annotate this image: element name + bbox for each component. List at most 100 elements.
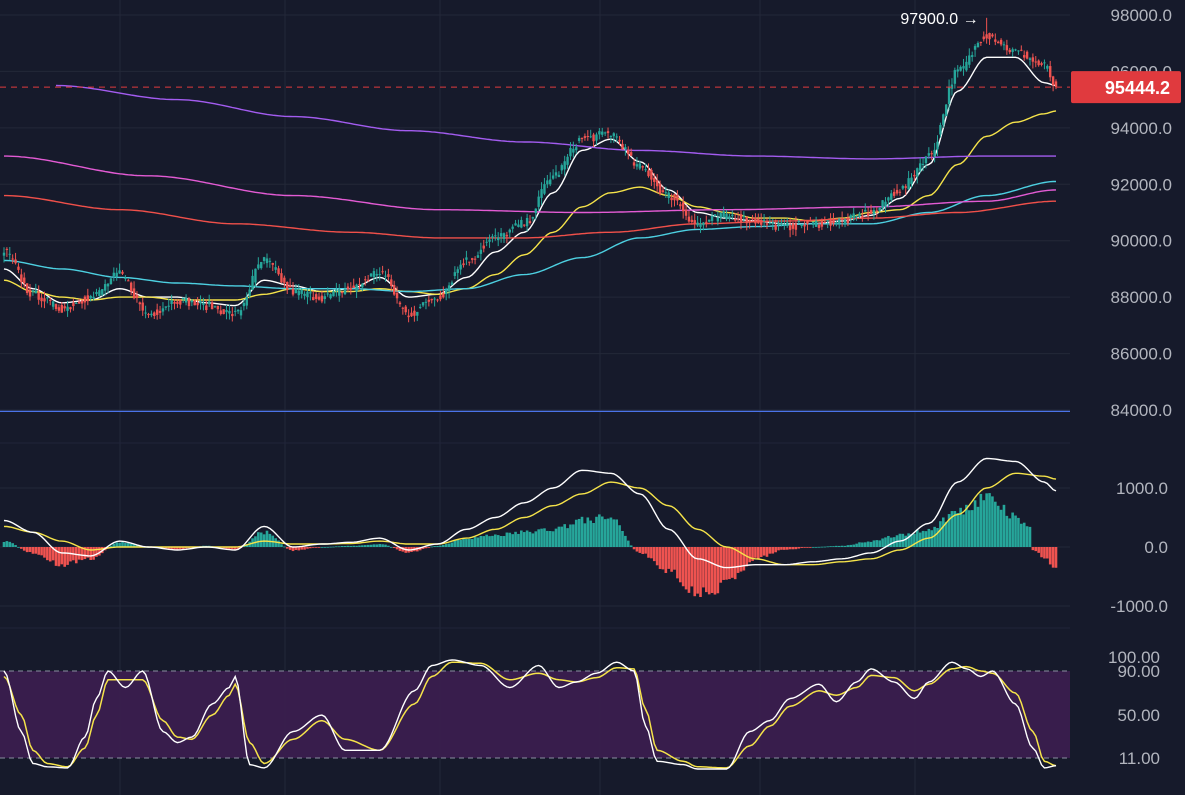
macd-histogram-bar bbox=[840, 545, 844, 547]
candle-body bbox=[641, 166, 644, 168]
candle-body bbox=[132, 288, 136, 299]
candle-body bbox=[916, 168, 919, 177]
macd-histogram-bar bbox=[681, 547, 685, 587]
candle-body bbox=[17, 266, 20, 270]
candle-body bbox=[768, 222, 772, 224]
macd-histogram-bar bbox=[470, 539, 474, 547]
macd-histogram-bar bbox=[22, 547, 26, 551]
candle-body bbox=[390, 279, 393, 287]
candle-body bbox=[424, 301, 428, 303]
macd-histogram-bar bbox=[265, 530, 269, 547]
candle-body bbox=[184, 297, 188, 303]
macd-lines bbox=[3, 457, 1057, 569]
macd-histogram-bar bbox=[583, 523, 587, 547]
macd-line bbox=[3, 457, 1057, 569]
candle-body bbox=[1005, 45, 1009, 51]
macd-histogram-bar bbox=[5, 541, 9, 547]
candle-body bbox=[491, 236, 494, 238]
high-price-marker: 97900.0 → bbox=[900, 11, 978, 28]
macd-histogram-bar bbox=[418, 547, 422, 551]
candle-body bbox=[835, 222, 838, 224]
candle-body bbox=[968, 55, 971, 65]
macd-histogram-bar bbox=[606, 518, 610, 547]
macd-histogram-bar bbox=[511, 534, 514, 547]
candle-body bbox=[453, 272, 457, 276]
candle-body bbox=[366, 279, 370, 281]
macd-histogram-bar bbox=[569, 524, 572, 547]
macd-histogram-bar bbox=[112, 543, 116, 547]
candle-body bbox=[560, 165, 563, 171]
macd-histogram-bar bbox=[51, 547, 55, 561]
candle-body bbox=[306, 291, 309, 298]
candle-body bbox=[661, 190, 665, 193]
y-axis-labels: 84000.0 86000.0 88000.0 90000.0 92000.0 94000… bbox=[1070, 0, 1185, 795]
macd-histogram-bar bbox=[31, 547, 35, 554]
macd-histogram-bar bbox=[335, 546, 338, 548]
macd-histogram-bar bbox=[291, 547, 295, 552]
candle-body bbox=[653, 177, 656, 182]
macd-histogram-bar bbox=[574, 519, 578, 547]
macd-histogram-bar bbox=[74, 547, 78, 564]
macd-histogram-bar bbox=[540, 528, 543, 547]
candle-body bbox=[231, 313, 234, 317]
candle-body bbox=[167, 305, 170, 307]
macd-histogram-bar bbox=[965, 504, 968, 547]
candle-body bbox=[234, 310, 237, 312]
candle-body bbox=[34, 290, 37, 294]
candle-body bbox=[595, 134, 598, 141]
macd-histogram-bar bbox=[392, 547, 396, 549]
candle-body bbox=[101, 289, 104, 295]
macd-histogram-bar bbox=[742, 547, 746, 571]
stochastic-axis-tick: 11.00 bbox=[1119, 749, 1160, 768]
macd-histogram-bar bbox=[612, 519, 616, 547]
candle-body bbox=[609, 136, 613, 138]
candle-body bbox=[207, 301, 211, 305]
candle-body bbox=[407, 315, 410, 318]
candle-body bbox=[569, 147, 572, 157]
macd-histogram-bar bbox=[343, 546, 347, 547]
macd-histogram-bar bbox=[592, 522, 595, 547]
candle-body bbox=[1040, 63, 1043, 65]
macd-histogram-bar bbox=[956, 513, 960, 547]
macd-histogram-bar bbox=[655, 547, 659, 566]
candle-body bbox=[933, 149, 936, 157]
candle-body bbox=[499, 233, 503, 237]
candle-body bbox=[1031, 57, 1035, 62]
macd-histogram-bar bbox=[242, 546, 246, 547]
candle-body bbox=[98, 290, 101, 297]
macd-histogram-bar bbox=[817, 546, 821, 548]
candle-body bbox=[251, 275, 254, 290]
macd-histogram-bar bbox=[1034, 547, 1038, 552]
candle-body bbox=[872, 210, 876, 215]
macd-histogram-bar bbox=[898, 533, 902, 547]
macd-histogram-bar bbox=[731, 547, 734, 578]
macd-histogram-bar bbox=[947, 514, 951, 547]
candle-body bbox=[575, 147, 578, 151]
stochastic-band bbox=[0, 671, 1070, 758]
candle-body bbox=[465, 257, 468, 260]
candle-body bbox=[864, 209, 867, 212]
macd-histogram-bar bbox=[514, 531, 517, 547]
candle-body bbox=[745, 217, 748, 224]
candle-body bbox=[612, 133, 616, 137]
macd-histogram-bar bbox=[829, 546, 832, 547]
candle-body bbox=[297, 290, 300, 296]
candle-body bbox=[754, 217, 757, 224]
candle-body bbox=[1037, 60, 1040, 66]
candle-body bbox=[268, 260, 272, 262]
candle-body bbox=[109, 278, 113, 285]
candle-body bbox=[444, 289, 448, 295]
candle-body bbox=[774, 224, 777, 230]
candle-body bbox=[690, 219, 694, 223]
candle-body bbox=[239, 310, 243, 316]
macd-histogram-bar bbox=[936, 528, 939, 547]
candle-body bbox=[762, 219, 766, 222]
macd-histogram-bar bbox=[907, 533, 910, 547]
macd-histogram-bar bbox=[748, 547, 751, 563]
candle-body bbox=[918, 163, 922, 171]
macd-histogram-bar bbox=[852, 544, 855, 547]
macd-histogram-bar bbox=[1020, 523, 1023, 547]
macd-histogram-bar bbox=[673, 547, 676, 570]
